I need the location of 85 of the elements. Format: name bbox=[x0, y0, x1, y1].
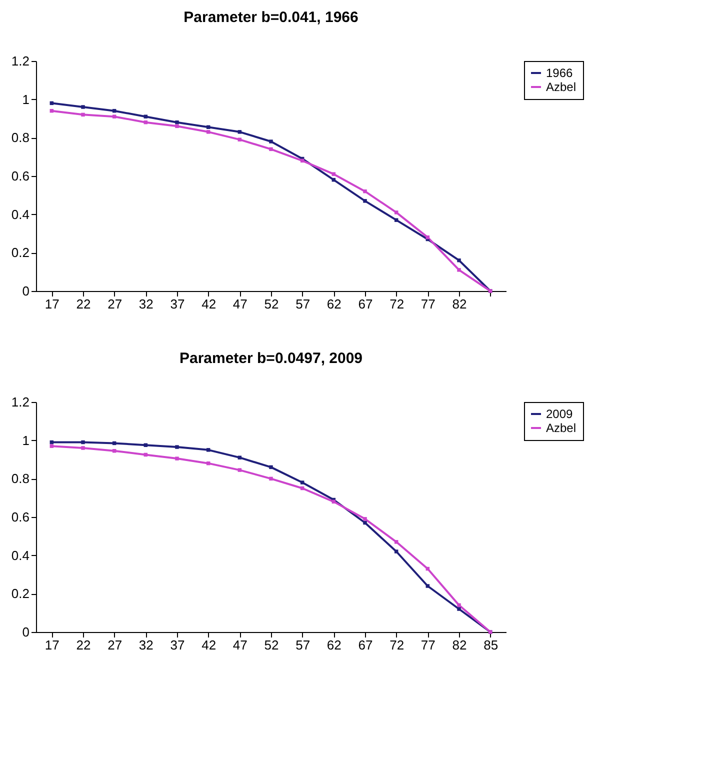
y-tick-label: 1 bbox=[22, 92, 30, 107]
point bbox=[394, 218, 398, 222]
point bbox=[363, 517, 367, 521]
point bbox=[394, 550, 398, 554]
x-tick-label: 72 bbox=[390, 296, 404, 312]
point bbox=[81, 440, 85, 444]
x-tick-label: 85 bbox=[484, 638, 498, 652]
y-tick-label: 0 bbox=[22, 624, 30, 640]
y-tick-label: 0.2 bbox=[11, 586, 30, 602]
point bbox=[238, 468, 242, 472]
point bbox=[175, 120, 179, 124]
y-tick-label: 1 bbox=[22, 432, 30, 448]
x-tick-label: 32 bbox=[138, 638, 154, 652]
point bbox=[81, 112, 85, 117]
y-tick-label: 0.2 bbox=[11, 245, 30, 260]
point bbox=[206, 130, 210, 134]
point bbox=[269, 465, 273, 470]
point bbox=[50, 444, 54, 448]
x-tick-label: 77 bbox=[420, 296, 436, 312]
y-tick-label: 0.6 bbox=[11, 510, 30, 524]
x-tick-label: 17 bbox=[44, 638, 60, 652]
point bbox=[426, 584, 430, 588]
x-tick-label: 62 bbox=[326, 296, 342, 312]
x-tick-label: 37 bbox=[170, 638, 185, 652]
x-tick-label: 67 bbox=[358, 638, 373, 652]
y-tick-label: 0.8 bbox=[11, 471, 30, 486]
point bbox=[269, 140, 273, 144]
point bbox=[457, 268, 461, 272]
point bbox=[363, 199, 367, 203]
legend-label: 2009 bbox=[546, 407, 574, 421]
point bbox=[112, 114, 116, 118]
point bbox=[175, 124, 179, 128]
point bbox=[269, 476, 273, 481]
x-tick-label: 47 bbox=[232, 638, 248, 652]
legend-label: Azbel bbox=[546, 421, 576, 435]
x-tick-label: 27 bbox=[108, 296, 122, 312]
x-tick-label: 67 bbox=[358, 296, 373, 312]
point bbox=[144, 114, 148, 118]
point bbox=[269, 147, 273, 152]
point bbox=[394, 540, 398, 544]
x-tick-label: 52 bbox=[264, 296, 279, 312]
x-tick-label: 82 bbox=[452, 296, 467, 312]
legend-label: Azbel bbox=[546, 80, 576, 94]
point bbox=[332, 172, 336, 176]
x-tick-label: 77 bbox=[420, 638, 436, 652]
point bbox=[457, 607, 461, 611]
x-tick-label: 47 bbox=[232, 296, 248, 312]
x-tick-label: 32 bbox=[138, 296, 154, 312]
x-tick-label: 17 bbox=[44, 296, 60, 312]
x-tick-label: 22 bbox=[76, 638, 91, 652]
chart-title: Parameter b=0.0497, 2009 bbox=[179, 350, 363, 367]
x-tick-label: 42 bbox=[202, 638, 216, 652]
point bbox=[363, 520, 367, 525]
x-tick-label: 42 bbox=[202, 296, 216, 312]
y-tick-label: 0.6 bbox=[11, 168, 30, 184]
point bbox=[457, 258, 461, 262]
y-tick-label: 0.8 bbox=[11, 130, 30, 146]
x-tick-label: 22 bbox=[76, 296, 91, 312]
y-tick-label: 0.4 bbox=[11, 548, 30, 563]
point bbox=[175, 456, 179, 460]
y-tick-label: 0.4 bbox=[11, 206, 30, 222]
y-tick-label: 1.2 bbox=[11, 394, 30, 410]
point bbox=[300, 480, 304, 484]
x-tick-label: 27 bbox=[108, 638, 122, 652]
x-tick-label: 37 bbox=[170, 296, 185, 312]
point bbox=[238, 130, 242, 134]
point bbox=[81, 446, 85, 450]
x-tick-label: 62 bbox=[326, 638, 342, 652]
point bbox=[238, 138, 242, 142]
y-tick-label: 0 bbox=[22, 284, 30, 298]
x-tick-label: 57 bbox=[296, 296, 310, 312]
chart-title: Parameter b=0.041, 1966 bbox=[184, 9, 358, 26]
legend-label: 1966 bbox=[546, 66, 574, 80]
x-tick-label: 72 bbox=[390, 638, 404, 652]
y-tick-label: 1.2 bbox=[11, 54, 30, 68]
point bbox=[457, 603, 461, 608]
x-tick-label: 82 bbox=[452, 638, 467, 652]
x-tick-label: 57 bbox=[296, 638, 310, 652]
x-tick-label: 52 bbox=[264, 638, 279, 652]
point bbox=[175, 445, 179, 449]
point bbox=[81, 105, 85, 109]
point bbox=[238, 456, 242, 460]
point bbox=[394, 210, 398, 214]
point bbox=[206, 448, 210, 452]
point bbox=[363, 189, 367, 194]
